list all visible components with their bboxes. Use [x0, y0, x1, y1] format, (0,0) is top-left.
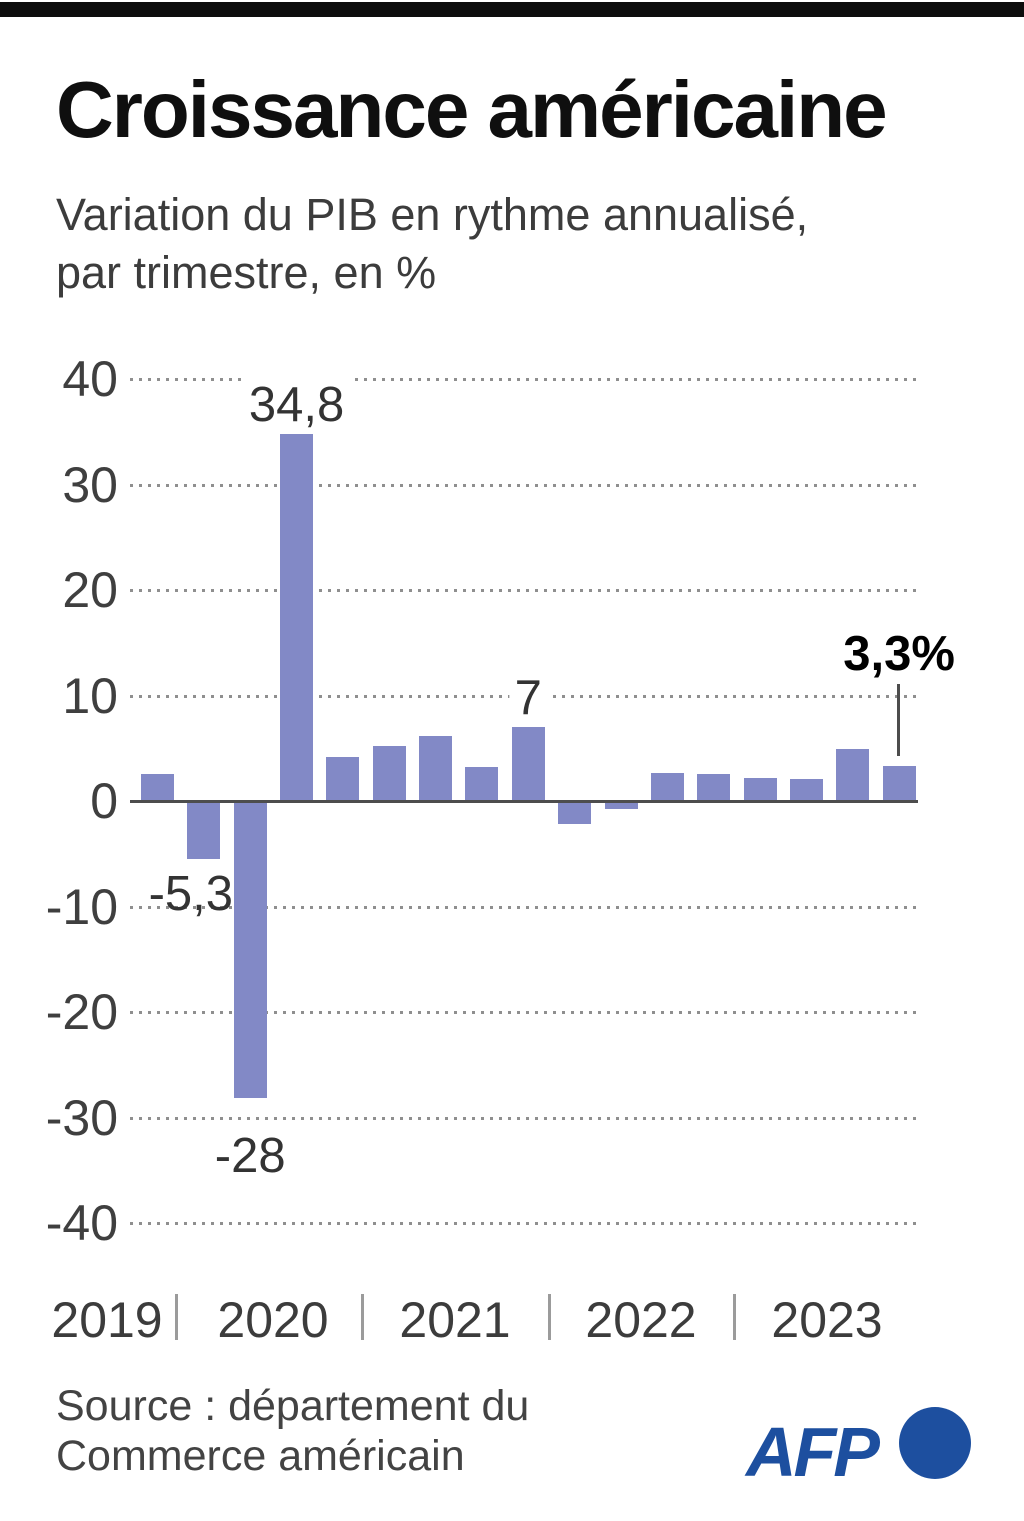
afp-logo-circle — [899, 1407, 971, 1479]
x-axis-year-2023: 2023 — [771, 1292, 883, 1348]
year-separator-3 — [733, 1294, 736, 1340]
y-axis-label: -40 — [45, 1195, 118, 1251]
y-axis-label: -10 — [45, 879, 118, 935]
bar-t1-2021 — [373, 746, 406, 801]
x-axis-year-2022: 2022 — [585, 1292, 697, 1348]
source-text: Source : département du Commerce américa… — [56, 1381, 529, 1481]
x-axis-year-2019: 2019 — [51, 1292, 163, 1348]
bar-t2-2022 — [605, 803, 638, 809]
gridline-y-20 — [130, 1011, 918, 1014]
x-axis-year-2020: 2020 — [217, 1292, 329, 1348]
source-line2: Commerce américain — [56, 1432, 465, 1480]
y-axis-label: 30 — [62, 457, 118, 513]
bar-t3-2021 — [465, 767, 498, 801]
zero-axis-line — [130, 800, 918, 803]
y-axis-label: -30 — [45, 1090, 118, 1146]
annotation-28: -28 — [209, 1128, 291, 1184]
y-axis-label: 0 — [90, 773, 118, 829]
year-separator-0 — [175, 1294, 178, 1340]
bar-t2-2020 — [234, 803, 267, 1098]
chart-subtitle: Variation du PIB en rythme annualisé, pa… — [56, 186, 1006, 302]
afp-logo-text: AFP — [746, 1413, 880, 1491]
x-axis-year-2021: 2021 — [399, 1292, 511, 1348]
annotation-53: -5,3 — [148, 867, 233, 921]
year-separator-1 — [361, 1294, 364, 1340]
gridline-y-10 — [130, 906, 918, 909]
gridline-y-40 — [130, 1222, 918, 1225]
gridline-y20 — [130, 589, 918, 592]
top-bar — [0, 2, 1024, 17]
bar-t1-2022 — [558, 803, 591, 824]
bar-t2-2023 — [790, 779, 823, 801]
bar-t2-2021 — [419, 736, 452, 801]
annotation-pointer-line — [897, 684, 900, 756]
y-axis-label: -20 — [45, 984, 118, 1040]
gridline-y40 — [130, 378, 918, 381]
bar-t3-2020 — [280, 434, 313, 801]
bar-t1-2023 — [744, 778, 777, 801]
y-axis-label: 20 — [62, 562, 118, 618]
bar-t1-2020 — [187, 803, 220, 859]
gridline-y30 — [130, 484, 918, 487]
annotation-348: 34,8 — [243, 377, 350, 433]
chart-subtitle-line2: par trimestre, en % — [56, 247, 437, 298]
source-line1: Source : département du — [56, 1382, 530, 1430]
bar-t4-2022 — [697, 774, 730, 801]
year-separator-2 — [548, 1294, 551, 1340]
annotation-7: 7 — [509, 670, 547, 726]
y-axis-label: 40 — [62, 351, 118, 407]
gridline-y-30 — [130, 1117, 918, 1120]
bar-t4-2019 — [141, 774, 174, 801]
y-axis-label: 10 — [62, 668, 118, 724]
bar-t3-2022 — [651, 773, 684, 801]
annotation-33: 3,3% — [838, 626, 960, 682]
bar-t4-2021 — [512, 727, 545, 801]
bar-t4-2023 — [883, 766, 916, 801]
bar-t3-2023 — [836, 749, 869, 801]
chart-subtitle-line1: Variation du PIB en rythme annualisé, — [56, 189, 809, 240]
bar-t4-2020 — [326, 757, 359, 801]
page-title: Croissance américaine — [56, 65, 888, 154]
